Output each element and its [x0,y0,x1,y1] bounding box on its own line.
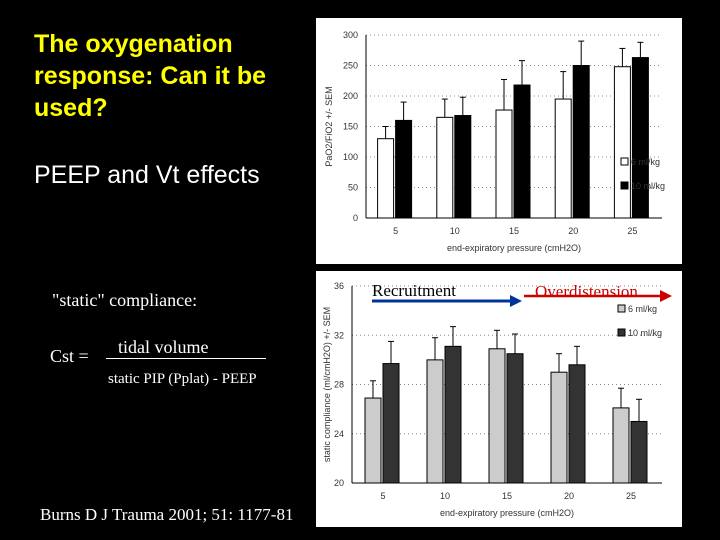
pao2-fio2-chart: 0 50 100 150 200 250 300 5 10 15 20 25 end-expirator… [316,18,682,264]
compliance-chart-y-tick-label: 32 [334,330,344,340]
compliance-chart-x-tick-label: 20 [564,491,574,501]
pao2-chart-y-tick-label: 100 [343,152,358,162]
recruitment-arrowhead [510,295,522,307]
recruitment-label: Recruitment [372,281,457,300]
pao2-chart-y-tick-label: 150 [343,122,358,132]
slide-subtitle: PEEP and Vt effects [34,161,260,189]
fraction-line [106,358,266,359]
pao2-chart-y-tick-label: 300 [343,30,358,40]
overdistension-arrowhead [660,290,672,302]
static-compliance-chart: 20 24 28 32 36 5 10 15 20 25 end-expiratory pressu… [316,271,682,527]
compliance-chart-bar [364,397,382,484]
pao2-chart-y-tick-label: 250 [343,61,358,71]
compliance-chart-x-tick-label: 25 [626,491,636,501]
compliance-chart-x-tick-label: 5 [380,491,385,501]
citation: Burns D J Trauma 2001; 51: 1177-81 [40,505,294,524]
slide-title: The oxygenation response: Can it be used… [34,30,266,122]
compliance-chart-y-tick-label: 24 [334,429,344,439]
static-compliance-label: "static" compliance: [52,290,198,310]
cst-label: Cst = [50,346,89,366]
pao2-fio2-chart-svg: 0 50 100 150 200 250 300 5 10 15 20 25 end-expirator… [324,30,665,253]
compliance-chart-legend-label: 10 ml/kg [628,328,662,338]
compliance-chart-legend-swatch [617,328,626,337]
pao2-chart-legend-swatch [620,181,629,190]
pao2-chart-legend-swatch [620,157,629,166]
pao2-chart-x-axis-label: end-expiratory pressure (cmH2O) [447,243,581,253]
compliance-chart-bar [488,348,506,484]
static-compliance-chart-svg: 20 24 28 32 36 5 10 15 20 25 end-expiratory pressu… [322,281,662,518]
pao2-chart-legend-label: 10 ml/kg [631,181,665,191]
compliance-chart-y-tick-label: 36 [334,281,344,291]
compliance-chart-x-axis-label: end-expiratory pressure (cmH2O) [440,508,574,518]
pao2-chart-x-tick-label: 5 [393,226,398,236]
compliance-chart-x-tick-label: 15 [502,491,512,501]
pao2-chart-y-tick-label: 200 [343,91,358,101]
formula-denominator: static PIP (Pplat) - PEEP [108,371,257,387]
compliance-chart-y-tick-label: 20 [334,478,344,488]
compliance-chart-bar [382,363,400,484]
pao2-chart-x-tick-label: 25 [627,226,637,236]
compliance-chart-legend-label: 6 ml/kg [628,304,657,314]
pao2-chart-x-tick-label: 10 [450,226,460,236]
compliance-chart-y-tick-label: 28 [334,380,344,390]
pao2-chart-y-tick-label: 50 [348,183,358,193]
pao2-chart-x-tick-label: 20 [568,226,578,236]
pao2-chart-legend-label: 6 ml/kg [631,157,660,167]
formula-numerator: tidal volume [118,337,209,357]
pao2-chart-x-tick-label: 15 [509,226,519,236]
pao2-chart-y-axis-label: PaO2/FiO2 +/- SEM [324,86,334,166]
pao2-chart-y-tick-label: 0 [353,213,358,223]
compliance-chart-x-tick-label: 10 [440,491,450,501]
compliance-chart-legend-swatch [617,304,626,313]
compliance-chart-y-axis-label: static compliance (ml/cmH2O) +/- SEM [322,307,332,462]
